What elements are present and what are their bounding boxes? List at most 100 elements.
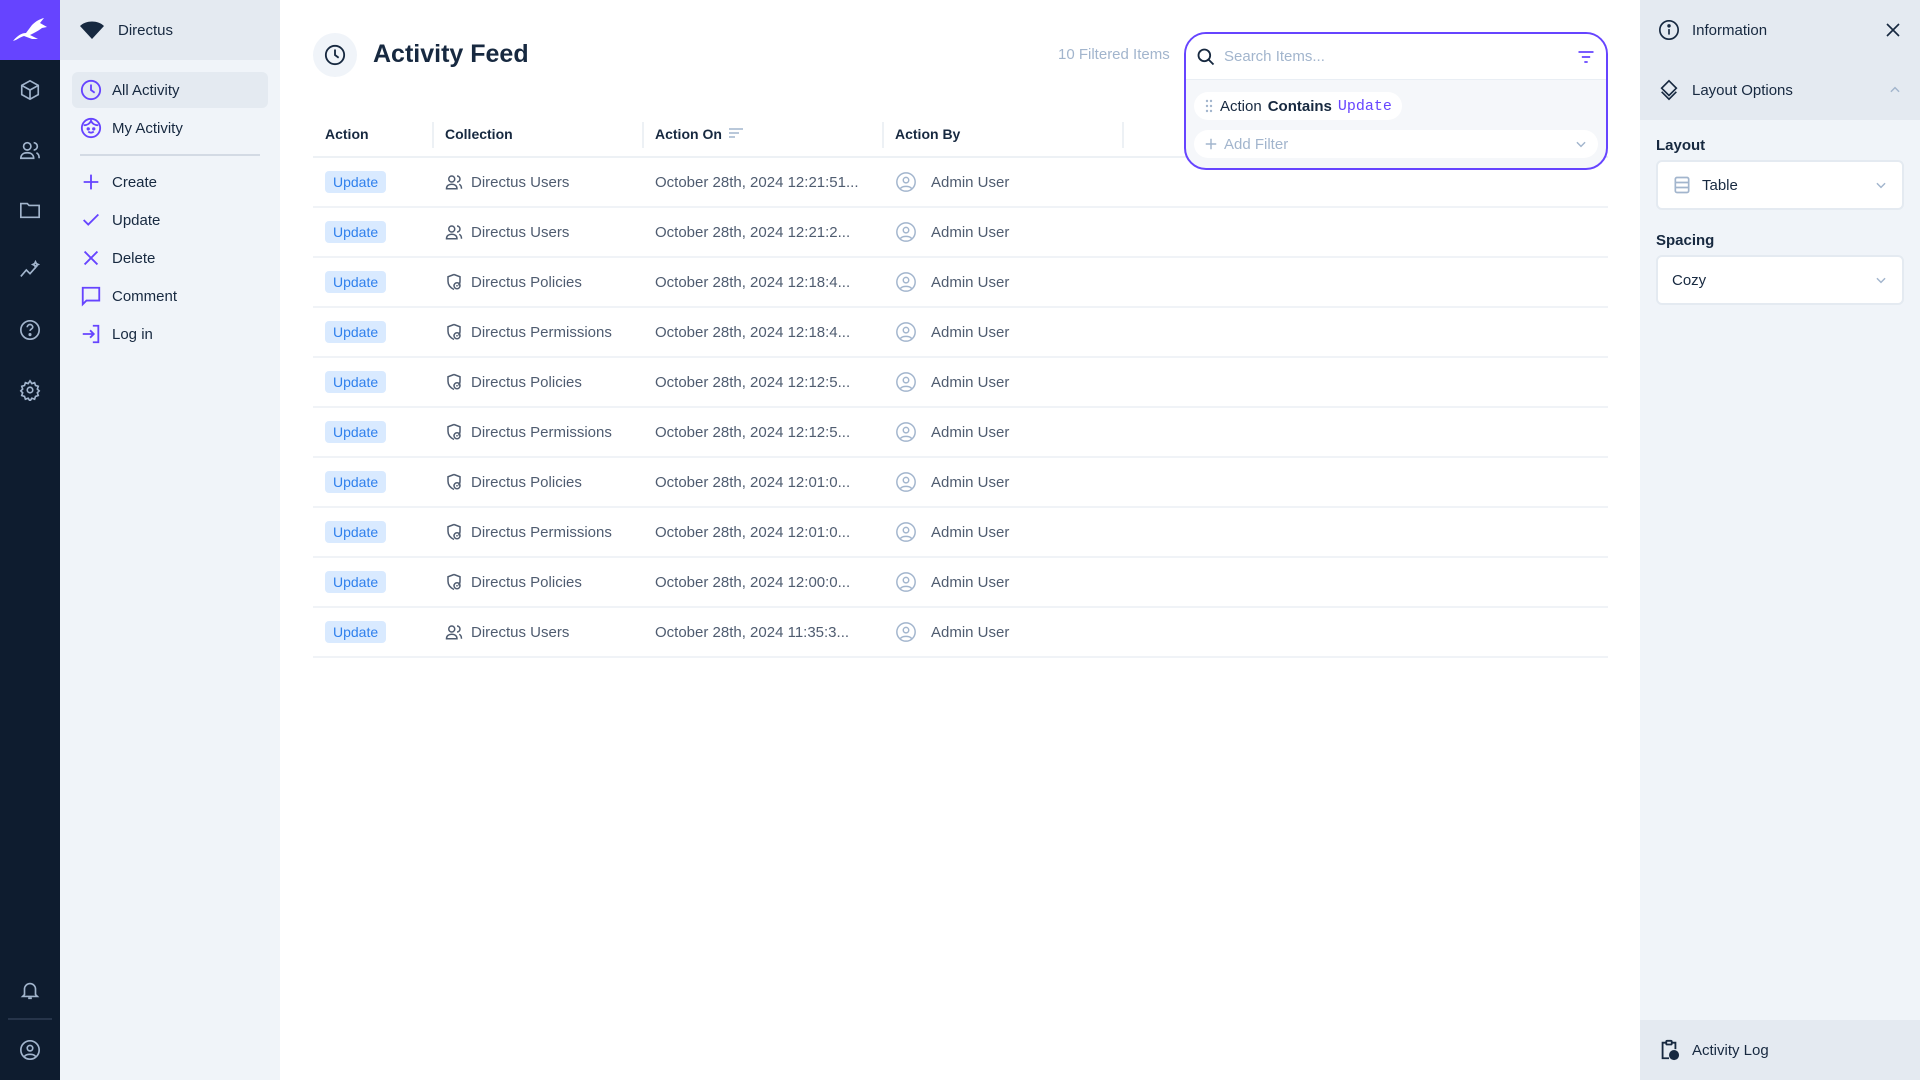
add-filter-button[interactable]: Add Filter [1194,130,1598,158]
add-filter-label: Add Filter [1224,135,1289,153]
action-badge: Update [325,621,387,643]
notifications-icon[interactable] [15,975,45,1005]
info-icon [1659,20,1679,40]
collection-name: Directus Permissions [471,523,612,541]
login-icon [82,324,100,344]
close-icon[interactable] [1884,21,1902,39]
information-section[interactable]: Information [1640,0,1920,60]
spacing-select[interactable]: Cozy [1656,255,1904,305]
action-by-cell: Admin User [895,208,1009,256]
collection-cell: Directus Users [445,158,569,206]
column-header-action[interactable]: Action [325,126,369,142]
user-avatar-icon [896,272,916,292]
timestamp: October 28th, 2024 12:18:4... [655,323,851,341]
column-resize-handle[interactable] [642,122,644,148]
table-row[interactable]: Update Directus Permissions October 28th… [313,508,1608,558]
search-filter-panel: Action Contains Update Add Filter [1184,32,1608,170]
settings-icon[interactable] [15,375,45,405]
nav-item-delete[interactable]: Delete [72,240,268,276]
table-row[interactable]: Update Directus Permissions October 28th… [313,308,1608,358]
face-icon [80,117,102,139]
action-badge: Update [325,221,387,243]
column-resize-handle[interactable] [432,122,434,148]
search-icon [1197,48,1215,65]
directus-logo-icon[interactable] [0,0,60,60]
table-row[interactable]: Update Directus Policies October 28th, 2… [313,558,1608,608]
table-row[interactable]: Update Directus Permissions October 28th… [313,408,1608,458]
table-row[interactable]: Update Directus Policies October 28th, 2… [313,458,1608,508]
timestamp: October 28th, 2024 12:12:5... [655,373,851,391]
main-content: Activity Feed 10 Filtered Items Action C… [280,0,1640,1080]
user-name: Admin User [931,173,1010,191]
rail-divider [8,1018,52,1020]
content-icon[interactable] [15,75,45,105]
chevron-up-icon[interactable] [1888,83,1902,97]
spacing-value: Cozy [1672,271,1707,289]
users-icon [445,175,463,190]
users-icon [445,625,463,640]
table-row[interactable]: Update Directus Users October 28th, 2024… [313,608,1608,658]
activity-table: Action Collection Action On Action By Up… [313,110,1608,658]
nav-item-comment[interactable]: Comment [72,278,268,314]
files-icon[interactable] [15,195,45,225]
activity-log-section[interactable]: Activity Log [1640,1020,1920,1080]
column-resize-handle[interactable] [882,122,884,148]
drag-handle-icon[interactable] [1204,99,1214,113]
user-avatar-icon [896,172,916,192]
layout-options-label: Layout Options [1692,81,1793,99]
collection-cell: Directus Policies [445,258,582,306]
action-on-cell: October 28th, 2024 12:12:5... [655,408,850,456]
action-on-cell: October 28th, 2024 11:35:3... [655,608,849,656]
action-cell: Update [325,158,387,206]
table-row[interactable]: Update Directus Policies October 28th, 2… [313,258,1608,308]
policy-icon [447,323,461,341]
filter-value[interactable]: Update [1337,97,1392,115]
filter-icon[interactable] [1576,47,1596,67]
user-avatar-icon [896,522,916,542]
nav-item-label: Comment [112,287,178,305]
column-header-action-by[interactable]: Action By [895,126,961,142]
nav-item-all-activity[interactable]: All Activity [72,72,268,108]
search-input[interactable] [1224,48,1568,65]
action-cell: Update [325,408,387,456]
table-row[interactable]: Update Directus Users October 28th, 2024… [313,208,1608,258]
filter-operator[interactable]: Contains [1267,97,1332,115]
project-header[interactable]: Directus [60,0,280,60]
timestamp: October 28th, 2024 12:12:5... [655,423,851,441]
filter-field[interactable]: Action [1220,97,1262,115]
nav-item-my-activity[interactable]: My Activity [72,110,268,146]
user-name: Admin User [931,523,1010,541]
nav-item-label: Create [112,173,158,191]
user-avatar-icon[interactable] [15,1035,45,1065]
user-avatar-icon [896,372,916,392]
column-resize-handle[interactable] [1122,122,1124,148]
nav-divider [80,154,260,156]
nav-item-create[interactable]: Create [72,164,268,200]
nav-item-label: Update [112,211,161,229]
filter-chip[interactable]: Action Contains Update [1194,92,1402,120]
collection-cell: Directus Users [445,208,569,256]
action-on-cell: October 28th, 2024 12:18:4... [655,308,850,356]
nav-item-log-in[interactable]: Log in [72,316,268,352]
action-badge: Update [325,571,387,593]
project-logo-icon [80,21,104,39]
action-by-cell: Admin User [895,158,1009,206]
table-row[interactable]: Update Directus Users October 28th, 2024… [313,158,1608,208]
nav-item-update[interactable]: Update [72,202,268,238]
user-avatar-icon [896,472,916,492]
column-header-collection[interactable]: Collection [445,126,513,142]
users-icon[interactable] [15,135,45,165]
timestamp: October 28th, 2024 12:21:51... [655,173,859,191]
insights-icon[interactable] [15,255,45,285]
action-badge: Update [325,471,387,493]
table-row[interactable]: Update Directus Policies October 28th, 2… [313,358,1608,408]
column-header-action-on[interactable]: Action On [655,126,744,142]
user-avatar-icon [896,322,916,342]
help-icon[interactable] [15,315,45,345]
layout-select[interactable]: Table [1656,160,1904,210]
layout-options-section[interactable]: Layout Options [1640,60,1920,120]
sort-icon[interactable] [728,126,744,140]
action-cell: Update [325,208,387,256]
info-sidebar: Information Layout Options Layout Table … [1640,0,1920,1080]
clock-icon [80,79,102,101]
